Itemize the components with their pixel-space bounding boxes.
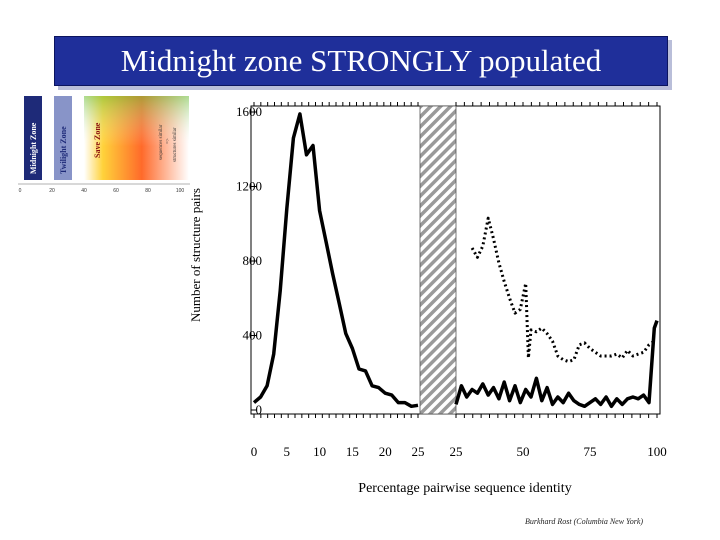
x-tick-label: 100: [647, 444, 667, 459]
y-tick-label: 1600: [236, 104, 262, 119]
inset-x-tick: 0: [19, 188, 22, 194]
x-tick-label: 0: [251, 444, 258, 459]
x-tick-label: 50: [517, 444, 530, 459]
footer-credit: Burkhard Rost (Columbia New York): [525, 517, 644, 526]
y-tick-label: 1200: [236, 179, 262, 194]
y-tick-label: 400: [243, 328, 263, 343]
x-tick-label: 25: [450, 444, 463, 459]
inset-x-tick: 20: [49, 188, 55, 194]
inset-x-ticks: 0 20 40 60 80 100: [19, 188, 185, 194]
y-tick-label: 0: [256, 402, 263, 417]
series-line-right-dotted: [470, 216, 656, 364]
inset-annotation-line-2: =>: [166, 138, 171, 144]
slide-title: Midnight zone STRONGLY populated: [120, 43, 602, 78]
x-tick-label: 25: [412, 444, 425, 459]
zone-label-save: Save Zone: [93, 122, 102, 158]
inset-x-tick: 100: [176, 188, 185, 194]
x-tick-label: 5: [284, 444, 291, 459]
x-tick-label: 20: [379, 444, 392, 459]
y-tick-label: 800: [243, 253, 263, 268]
series-line-right-solid: [454, 320, 659, 409]
save-zone-gradient-overlay: [84, 96, 189, 180]
twilight-zone-band: [54, 96, 72, 180]
hatched-gap-band: [419, 105, 457, 415]
y-axis-label: Number of structure pairs: [188, 188, 203, 322]
inset-annotation-line-3: structures similar: [173, 127, 178, 162]
midnight-zone-band: [24, 96, 42, 180]
zone-label-midnight: Midnight Zone: [29, 122, 38, 174]
inset-x-tick: 60: [113, 188, 119, 194]
series-line-left-solid: [252, 112, 419, 409]
x-tick-label: 10: [313, 444, 326, 459]
x-axis-label: Percentage pairwise sequence identity: [358, 481, 571, 496]
x-tick-label: 15: [346, 444, 359, 459]
inset-x-tick: 40: [81, 188, 87, 194]
inset-annotation-line-1: sequences similar: [159, 124, 164, 160]
title-bar: Midnight zone STRONGLY populated: [54, 36, 668, 86]
x-tick-label: 75: [584, 444, 597, 459]
inset-x-tick: 80: [145, 188, 151, 194]
zone-inset-diagram: Midnight Zone Twilight Zone Save Zone se…: [18, 96, 190, 194]
zone-label-twilight: Twilight Zone: [59, 126, 68, 174]
